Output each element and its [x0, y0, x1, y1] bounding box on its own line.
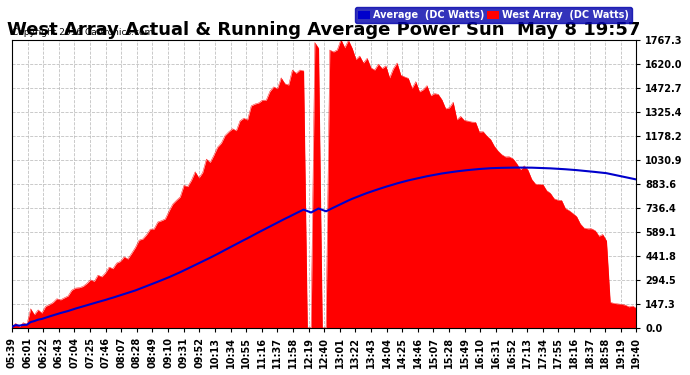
Text: Copyright 2016 Cartronics.com: Copyright 2016 Cartronics.com: [12, 28, 153, 37]
Title: West Array Actual & Running Average Power Sun  May 8 19:57: West Array Actual & Running Average Powe…: [8, 21, 641, 39]
Legend: Average  (DC Watts), West Array  (DC Watts): Average (DC Watts), West Array (DC Watts…: [355, 7, 631, 23]
